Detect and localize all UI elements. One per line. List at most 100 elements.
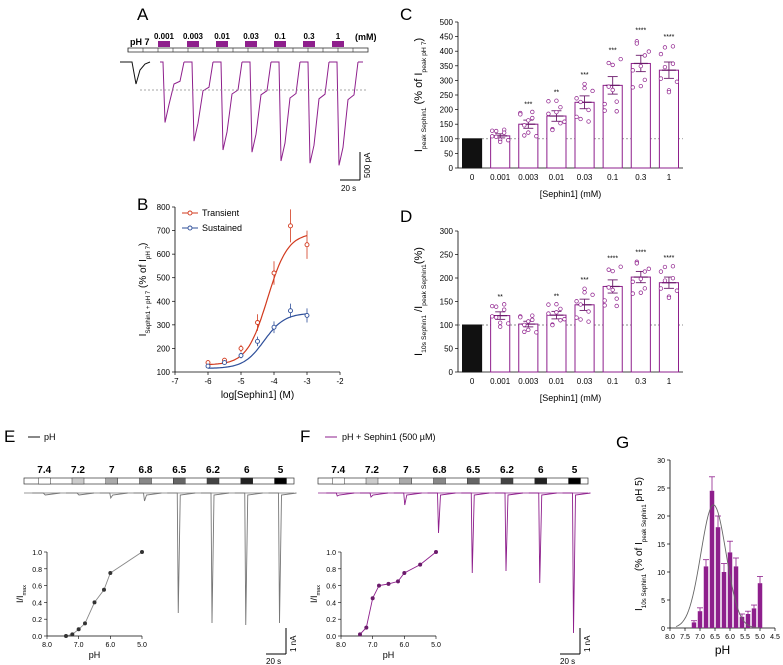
ph-bar [317,477,589,485]
subscript: peak Sephin1 [421,264,428,306]
current-trace [167,492,196,614]
bar [745,614,751,628]
y-tick-label: 500 [440,18,454,27]
inset-y-tick-label: 0.8 [32,567,42,574]
ph-step [433,477,446,485]
ph-bar [23,477,295,485]
data-point [271,270,277,276]
replicate-dot [518,315,523,320]
ph-label: 6.2 [206,465,220,476]
replicate-dot [646,49,651,54]
subscript: 10s Sephin1 [421,315,428,353]
significance-mark: **** [635,249,646,256]
replicate-dot [526,118,531,123]
label-part: I [634,608,645,611]
replicate-dot [606,285,611,290]
inset-point [92,600,97,605]
x-tick-label: -4 [270,377,278,386]
inset-x-label: pH [89,650,101,660]
y-tick-label: 50 [444,149,453,158]
inset-y-tick-label: 0.6 [32,584,42,591]
replicate-dot [574,96,579,101]
ph-label: 7 [403,465,409,476]
inset-fit [65,551,143,637]
current-trace [393,492,422,506]
current-trace [133,492,162,502]
inset-y-label: I/Imax [15,585,28,603]
replicate-dot [530,317,535,322]
y-tick-label: 800 [157,203,171,212]
y-tick-label: 5 [661,598,665,605]
replicate-dot [534,134,539,139]
legend-e: pH [44,432,56,442]
replicate-dot [670,61,676,66]
ph-step [399,477,412,485]
inset-point [402,571,407,575]
panel-d-bar-chart: 0 50 100 150 200 250 300 0 ** 0.001 0.003 ** 0.01 ***… [413,227,683,403]
x-tick-label: 0 [470,173,475,182]
ph-step [568,477,581,485]
x-tick-label: 0.001 [490,377,511,386]
replicate-dot [658,51,664,57]
significance-mark: **** [663,255,674,262]
data-point [255,338,260,344]
current-trace [495,492,524,572]
legend-label: Transient [202,208,240,218]
replicate-dot [578,302,583,307]
subscript: max [316,585,322,596]
significance-mark: **** [635,27,646,34]
y-tick-label: 400 [440,47,454,56]
replicate-dot [526,319,531,324]
replicate-dot [494,315,499,320]
y-tick-label: 700 [157,227,171,236]
bar [462,324,483,373]
significance-mark: *** [609,47,617,54]
conc-label: 0.03 [243,32,259,41]
replicate-dot [494,128,499,134]
bar [462,138,483,169]
ph-label: 6.8 [139,465,153,476]
x-axis-label: [Sephin1] (mM) [540,189,602,199]
conc-label: 0.001 [154,32,175,41]
conc-marker [187,41,199,47]
replicate-dot [562,119,567,124]
current-trace [234,492,263,626]
replicate-dot [638,83,643,89]
inset-point [83,621,87,626]
label-part: (% of I [138,259,149,291]
panel-label-g: G [616,433,629,452]
data-point [288,308,293,314]
x-tick-label: 7.0 [695,634,705,641]
replicate-dot [646,266,651,271]
replicate-dot [618,264,623,269]
replicate-dot [586,309,591,314]
replicate-dot [602,108,607,113]
panel-e-traces: pH 7.4 7.2 7 6.8 6.5 6.2 6 5 1 nA 20 s 8.0 7.0 6.0 5.… [15,432,298,665]
replicate-dot [574,114,579,120]
x-tick-label: 0.1 [607,377,619,386]
significance-mark: ** [497,294,503,301]
label-part: (%) [413,247,425,264]
replicate-dot [550,127,555,133]
conc-label: 0.01 [214,32,230,41]
y-tick-label: 50 [444,345,453,354]
replicate-dot [610,287,615,293]
bar [697,611,703,628]
x-tick-label: 0.01 [549,173,565,182]
replicate-dot [610,87,615,93]
inset-x-tick-label: 7.0 [368,642,378,649]
replicate-dot [550,322,555,328]
y-tick-label: 150 [440,298,454,307]
bar [691,622,697,628]
replicate-dot [558,121,563,126]
subscript: Sephin1 + pH 7 [145,290,152,333]
y-tick-label: 0 [449,164,454,173]
label-part: I/I [309,596,319,604]
replicate-dot [590,88,595,94]
replicate-dot [578,99,583,105]
bar [703,566,709,628]
replicate-dot [630,291,635,296]
replicate-dot [554,302,559,307]
y-tick-label: 30 [657,458,665,465]
bar [574,101,595,169]
